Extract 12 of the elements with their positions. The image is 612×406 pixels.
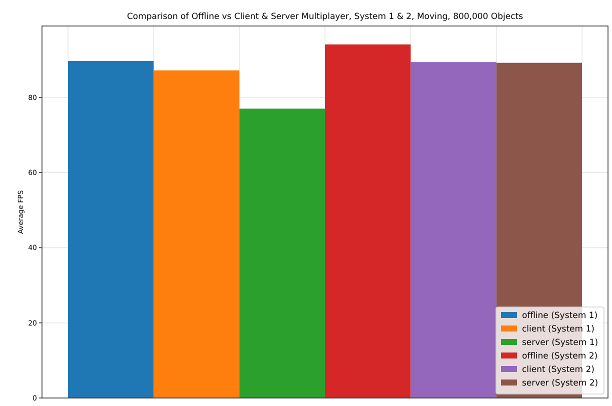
legend-label: server (System 1) (522, 338, 598, 348)
bar (68, 60, 154, 398)
legend-label: offline (System 1) (522, 310, 598, 321)
legend-label: client (System 2) (522, 364, 594, 375)
legend-label: client (System 1) (522, 324, 594, 334)
bar (410, 62, 496, 398)
legend-label: offline (System 2) (522, 351, 598, 362)
legend-label: server (System 2) (522, 378, 598, 388)
bar (325, 44, 411, 398)
bar (239, 108, 325, 398)
bar (154, 70, 240, 398)
chart-title: Comparison of Offline vs Client & Server Multiplayer, System 1 & 2, Moving, 800,000 Objects (126, 12, 524, 22)
